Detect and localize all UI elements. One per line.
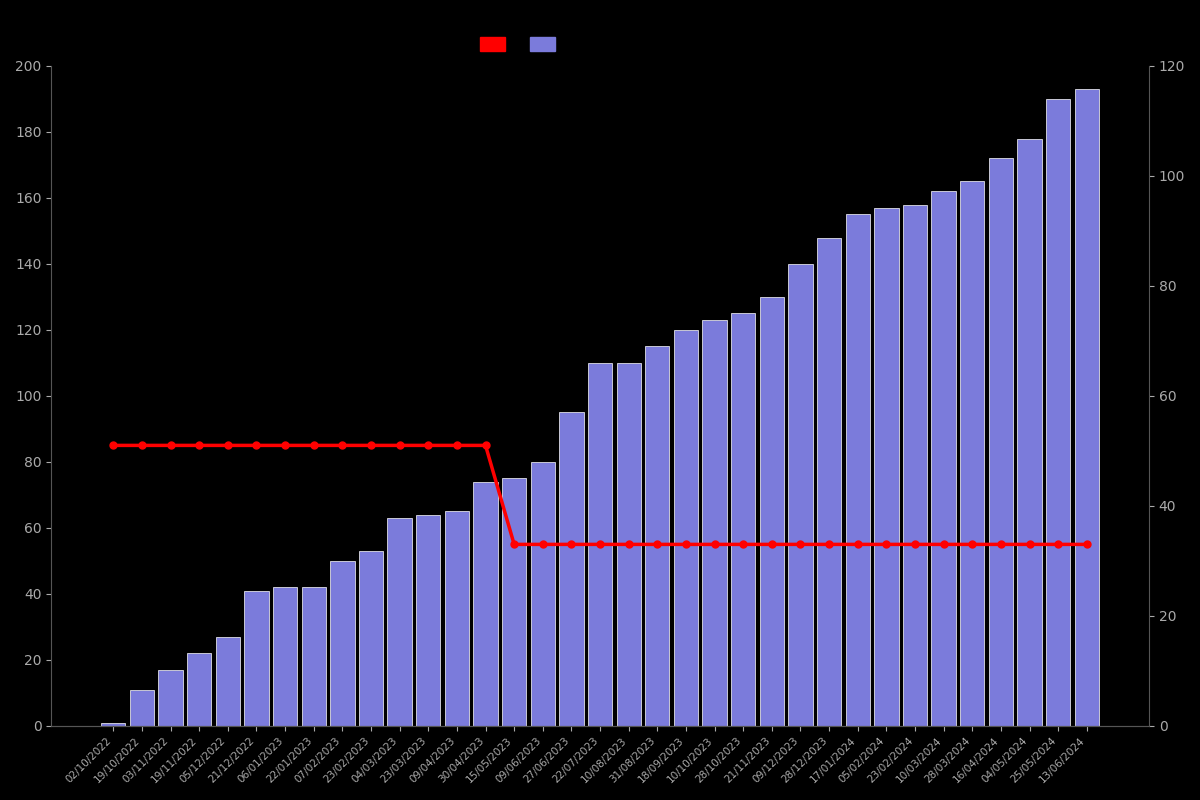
Bar (617, 363, 641, 726)
Bar (731, 314, 756, 726)
Bar (158, 670, 182, 726)
Bar (702, 320, 727, 726)
Bar (931, 191, 956, 726)
Bar (330, 561, 354, 726)
Bar (875, 208, 899, 726)
Bar (272, 587, 298, 726)
Bar (646, 346, 670, 726)
Bar (673, 330, 698, 726)
Bar (989, 158, 1013, 726)
Bar (530, 462, 554, 726)
Bar (388, 518, 412, 726)
Bar (1075, 89, 1099, 726)
Bar (846, 214, 870, 726)
Bar (1046, 99, 1070, 726)
Bar (788, 264, 812, 726)
Bar (588, 363, 612, 726)
Bar (817, 238, 841, 726)
Bar (101, 722, 126, 726)
Bar (473, 482, 498, 726)
Bar (301, 587, 326, 726)
Bar (187, 654, 211, 726)
Bar (416, 514, 440, 726)
Bar (216, 637, 240, 726)
Bar (902, 205, 928, 726)
Bar (359, 551, 383, 726)
Bar (130, 690, 154, 726)
Bar (1018, 138, 1042, 726)
Bar (960, 182, 984, 726)
Bar (245, 590, 269, 726)
Bar (559, 413, 583, 726)
Bar (760, 297, 784, 726)
Bar (502, 478, 527, 726)
Legend: , : , (480, 37, 566, 51)
Bar (445, 511, 469, 726)
